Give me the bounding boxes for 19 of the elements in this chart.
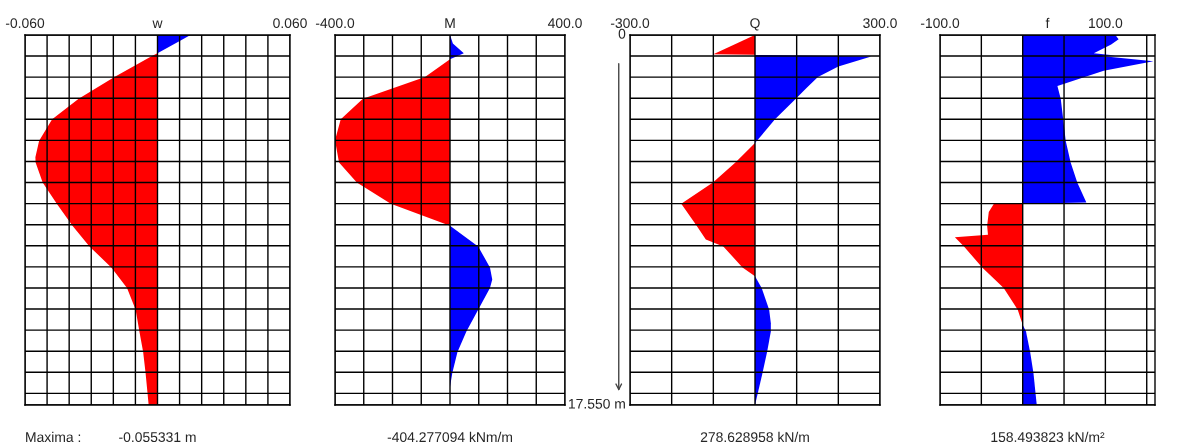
text: -0.055331 m <box>119 432 196 443</box>
x-tick-label: -300.0 <box>610 18 650 29</box>
x-tick-label: 300.0 <box>863 18 897 29</box>
text: Maxima : <box>26 431 81 443</box>
y-tick-label: 0 <box>618 28 626 39</box>
x-tick-label: 400.0 <box>547 18 582 29</box>
chart-title: w <box>152 20 163 28</box>
text: 158.493823 kN/m² <box>991 431 1105 443</box>
x-tick-label: -100.0 <box>920 18 960 29</box>
x-tick-label: 0.060 <box>273 18 307 29</box>
y-tick-label: 17.550 m <box>568 398 625 409</box>
x-tick-label: -400.0 <box>315 18 355 29</box>
x-tick-label: -0.060 <box>5 18 45 29</box>
chart-title: f <box>1045 17 1050 28</box>
x-tick-label: 100.0 <box>1089 18 1123 29</box>
chart-title: Q <box>750 18 760 31</box>
text: 278.628958 kN/m <box>700 431 809 443</box>
text: -404.277094 kNm/m <box>387 431 513 443</box>
chart-title: M <box>445 18 455 28</box>
